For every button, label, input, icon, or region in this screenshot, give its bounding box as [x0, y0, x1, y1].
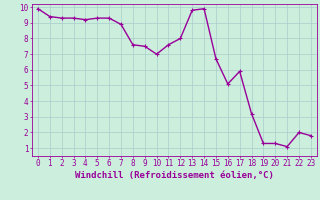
X-axis label: Windchill (Refroidissement éolien,°C): Windchill (Refroidissement éolien,°C)	[75, 171, 274, 180]
